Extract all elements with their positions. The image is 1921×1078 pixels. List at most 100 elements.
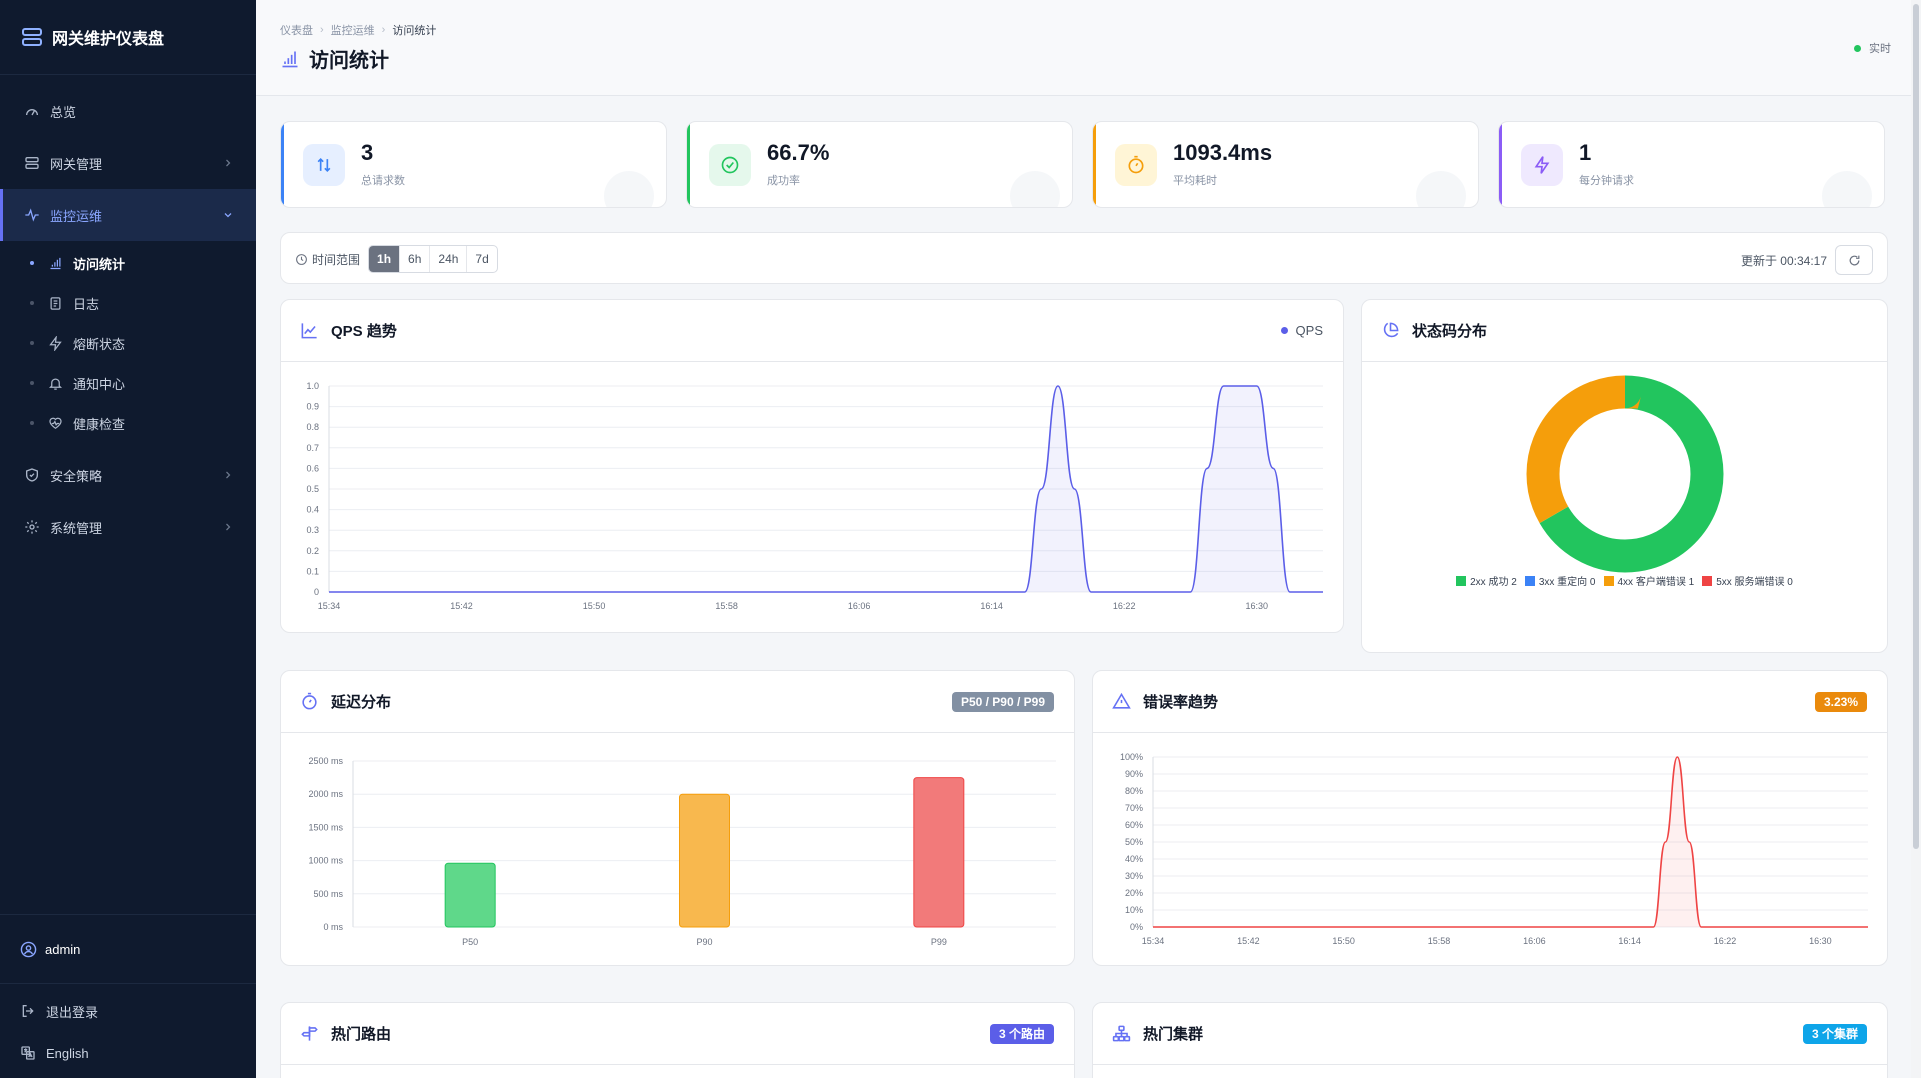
legend-swatch	[1603, 575, 1614, 586]
sidebar-subitem-health-check[interactable]: 健康检查	[0, 403, 256, 443]
sidebar-subitem-circuit-breaker[interactable]: 熔断状态	[0, 323, 256, 363]
logout-button[interactable]: 退出登录	[0, 990, 256, 1032]
y-tick-label: 0.1	[306, 566, 319, 576]
breadcrumb-separator: ›	[320, 24, 324, 36]
y-tick-label: 0.3	[306, 525, 319, 535]
y-tick-label: 90%	[1125, 769, 1143, 779]
sidebar-item-system[interactable]: 系统管理	[0, 501, 256, 553]
y-tick-label: 100%	[1120, 752, 1143, 762]
y-tick-label: 60%	[1125, 820, 1143, 830]
update-group: 更新于 00:34:17	[1741, 245, 1873, 275]
x-tick-label: P99	[931, 937, 947, 947]
refresh-icon	[1849, 255, 1859, 265]
user-profile[interactable]: admin	[0, 914, 256, 984]
y-tick-label: 2000 ms	[308, 789, 343, 799]
series-area	[329, 386, 1323, 592]
language-switch[interactable]: English	[0, 1032, 256, 1074]
legend-entry[interactable]: 5xx 服务端错误 0	[1702, 573, 1793, 588]
x-tick-label: 16:06	[1523, 936, 1546, 946]
scrollbar-thumb[interactable]	[1913, 4, 1919, 849]
panel-title: QPS 趋势	[331, 323, 397, 340]
filter-toolbar: 时间范围 1h 6h 24h 7d 更新于 00:34:17	[280, 232, 1888, 284]
decor-circle	[1416, 171, 1466, 207]
sidebar-item-overview[interactable]: 总览	[0, 85, 256, 137]
stat-card-avg-latency: 1093.4ms 平均耗时	[1092, 121, 1479, 208]
sidebar-item-security[interactable]: 安全策略	[0, 449, 256, 501]
y-tick-label: 0.4	[306, 505, 319, 515]
y-tick-label: 2500 ms	[308, 756, 343, 766]
donut-slice	[1526, 375, 1724, 573]
x-tick-label: 16:22	[1714, 936, 1737, 946]
refresh-button[interactable]	[1835, 245, 1873, 275]
bar-p50	[444, 862, 496, 928]
chevron-right-icon	[226, 471, 231, 479]
y-tick-label: 10%	[1125, 905, 1143, 915]
stat-icon-box	[1521, 144, 1563, 186]
donut-legend: 2xx 成功 2 3xx 重定向 0 4xx 客户端错误 1 5xx 服务端错误 0	[1362, 573, 1887, 588]
status-donut-chart	[1526, 375, 1724, 573]
bar-chart-icon	[282, 51, 298, 67]
sidebar-subitem-logs[interactable]: 日志	[0, 283, 256, 323]
legend-entry[interactable]: 3xx 重定向 0	[1524, 573, 1596, 588]
error-rate-badge: 3.23%	[1814, 691, 1867, 712]
stat-icon-box	[303, 144, 345, 186]
latency-bar-chart: 0 ms 500 ms 1000 ms 1500 ms 2000 ms 2500 ms P5…	[308, 756, 1056, 947]
main-nav: 总览 网关管理 监控运维 访问统计 日志	[0, 75, 256, 553]
stat-card-rpm: 1 每分钟请求	[1498, 121, 1885, 208]
gear-icon	[25, 520, 39, 534]
range-option-24h[interactable]: 24h	[430, 246, 468, 272]
server-icon	[25, 157, 39, 169]
panel-title: 热门路由	[331, 1026, 392, 1043]
legend-label: 3xx 重定向 0	[1538, 577, 1596, 588]
legend-entry[interactable]: 4xx 客户端错误 1	[1603, 573, 1694, 588]
brand[interactable]: 网关维护仪表盘	[0, 0, 256, 75]
app-title: 网关维护仪表盘	[52, 31, 165, 48]
x-tick-label: 16:30	[1245, 601, 1268, 611]
legend-swatch	[1524, 575, 1535, 586]
series-area	[1153, 757, 1868, 927]
status-code-panel: 状态码分布 2xx 成功 2 3xx 重定向 0 4xx 客户端错误 1 5xx 服务…	[1361, 299, 1888, 653]
legend-entry[interactable]: 2xx 成功 2	[1456, 573, 1517, 588]
page-header: 仪表盘 › 监控运维 › 访问统计 访问统计 实时	[256, 0, 1921, 96]
stat-label: 总请求数	[361, 175, 405, 187]
time-range-label: 时间范围	[312, 252, 361, 267]
stat-label: 平均耗时	[1173, 175, 1217, 187]
page-scrollbar[interactable]	[1911, 0, 1921, 1078]
range-option-7d[interactable]: 7d	[475, 252, 489, 266]
accent-bar	[687, 122, 690, 207]
bar-p90	[679, 793, 730, 928]
realtime-status: 实时	[1854, 40, 1891, 56]
chart-legend[interactable]: QPS	[1280, 323, 1323, 338]
check-circle-icon	[721, 156, 739, 174]
sidebar: 网关维护仪表盘 总览 网关管理 监控运维 访问统计 日志	[0, 0, 256, 1078]
chevron-down-icon	[224, 213, 232, 218]
bullet-dot	[30, 261, 34, 265]
breadcrumb-item[interactable]: 仪表盘	[280, 25, 313, 37]
time-range-group: 时间范围 1h 6h 24h 7d	[295, 245, 498, 273]
sidebar-item-monitoring[interactable]: 监控运维	[0, 189, 256, 241]
panel-header: 热门集群 3 个集群	[1093, 1003, 1887, 1065]
sidebar-subitem-access-stats[interactable]: 访问统计	[0, 243, 256, 283]
accent-bar	[281, 122, 284, 207]
stat-value: 1	[1579, 140, 1592, 165]
accent-bar	[1093, 122, 1096, 207]
y-tick-label: 500 ms	[313, 889, 343, 899]
sidebar-item-gateway[interactable]: 网关管理	[0, 137, 256, 189]
logout-icon	[22, 1005, 34, 1017]
x-tick-label: 16:14	[980, 601, 1003, 611]
monitoring-submenu: 访问统计 日志 熔断状态 通知中心 健康检查	[0, 241, 256, 449]
clusters-count-badge: 3 个集群	[1802, 1023, 1867, 1044]
arrows-up-down-icon	[317, 157, 331, 173]
y-tick-label: 40%	[1125, 854, 1143, 864]
y-tick-label: 20%	[1125, 888, 1143, 898]
x-tick-label: P50	[462, 937, 478, 947]
x-tick-label: 15:42	[450, 601, 473, 611]
x-tick-label: 15:42	[1237, 936, 1260, 946]
y-tick-label: 0.8	[306, 422, 319, 432]
range-option-6h[interactable]: 6h	[400, 246, 431, 272]
x-tick-label: 16:30	[1809, 936, 1832, 946]
decor-circle	[1010, 171, 1060, 207]
range-option-1h[interactable]: 1h	[369, 246, 401, 272]
breadcrumb-item[interactable]: 监控运维	[330, 25, 375, 37]
sidebar-subitem-notifications[interactable]: 通知中心	[0, 363, 256, 403]
